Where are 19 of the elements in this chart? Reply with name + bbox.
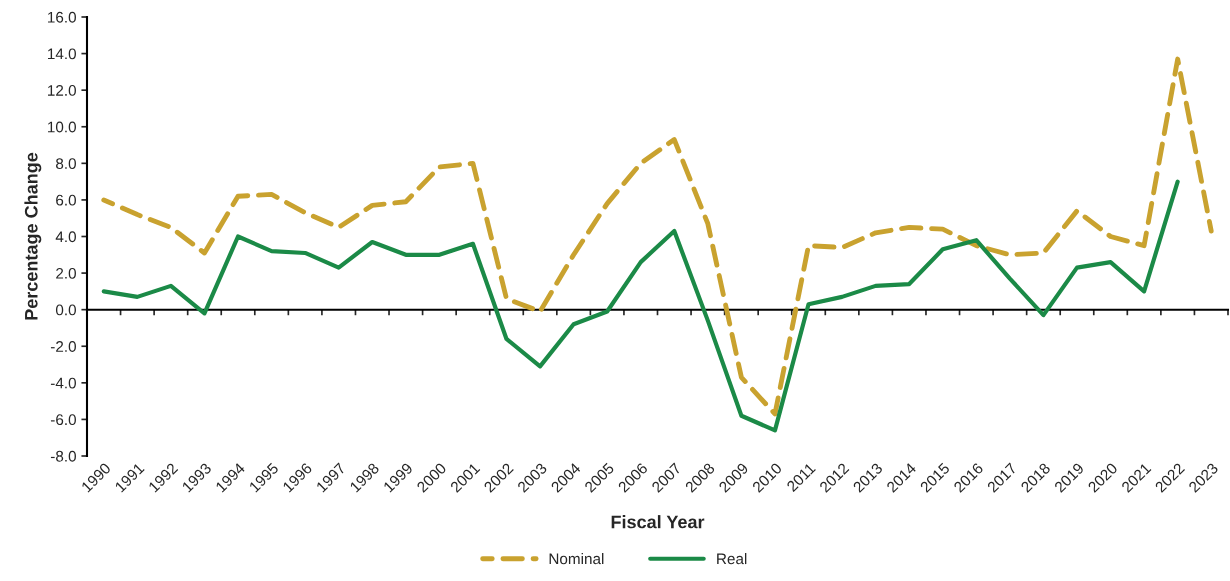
y-tick-label: 6.0 bbox=[56, 194, 76, 206]
y-tick-label: -4.0 bbox=[50, 377, 76, 389]
y-tick-label: 10.0 bbox=[48, 121, 76, 133]
y-tick-label: -2.0 bbox=[50, 341, 76, 352]
line-series bbox=[101, 179, 1180, 433]
y-tick-label: 12.0 bbox=[48, 85, 76, 96]
y-tick-label: 8.0 bbox=[56, 158, 76, 170]
y-axis-title: Percentage Change bbox=[24, 152, 42, 320]
y-tick-label: 16.0 bbox=[48, 11, 76, 23]
y-tick-label: -8.0 bbox=[50, 450, 76, 462]
legend-label: Nominal bbox=[549, 553, 604, 565]
legend-label: Real bbox=[717, 553, 747, 565]
y-tick-label: 4.0 bbox=[55, 231, 76, 243]
x-axis-title: Fiscal Year bbox=[611, 515, 705, 529]
y-tick-label: 2.0 bbox=[56, 267, 76, 279]
y-tick-label: 14.0 bbox=[48, 48, 76, 60]
line-series bbox=[101, 56, 1214, 417]
y-tick-label: 0.0 bbox=[55, 304, 76, 316]
y-tick-label: -6.0 bbox=[50, 414, 76, 426]
